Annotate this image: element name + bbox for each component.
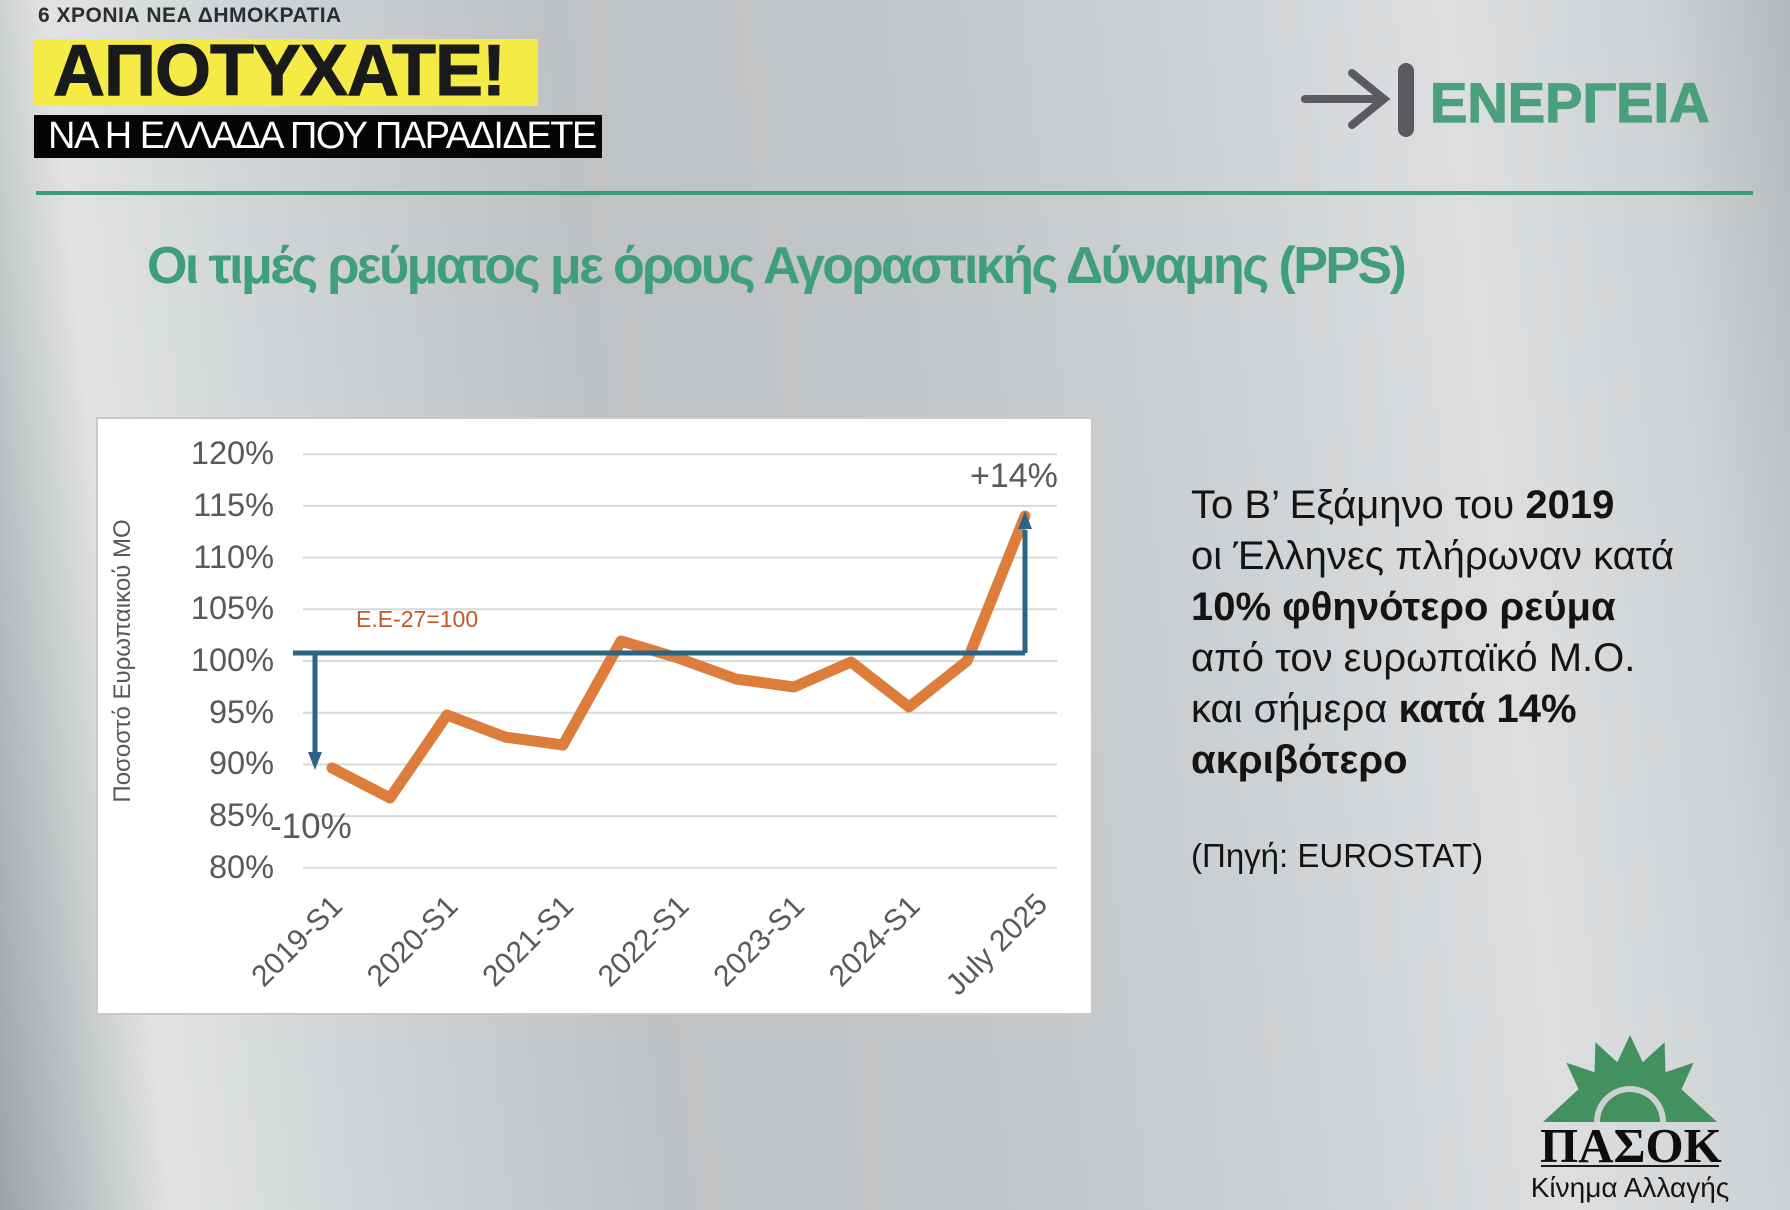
- svg-text:90%: 90%: [209, 745, 274, 781]
- svg-text:100%: 100%: [191, 642, 274, 678]
- svg-text:110%: 110%: [193, 539, 274, 575]
- svg-text:-10%: -10%: [270, 807, 352, 846]
- svg-text:95%: 95%: [209, 694, 274, 730]
- svg-text:105%: 105%: [191, 590, 274, 626]
- svg-text:80%: 80%: [209, 849, 274, 885]
- svg-text:120%: 120%: [191, 435, 274, 471]
- svg-text:Ε.Ε-27=100: Ε.Ε-27=100: [356, 606, 478, 632]
- svg-text:Ποσοστό Ευρωπαικού ΜΟ: Ποσοστό Ευρωπαικού ΜΟ: [109, 519, 136, 802]
- svg-text:85%: 85%: [209, 797, 274, 833]
- svg-text:+14%: +14%: [970, 457, 1058, 495]
- svg-text:115%: 115%: [193, 487, 274, 523]
